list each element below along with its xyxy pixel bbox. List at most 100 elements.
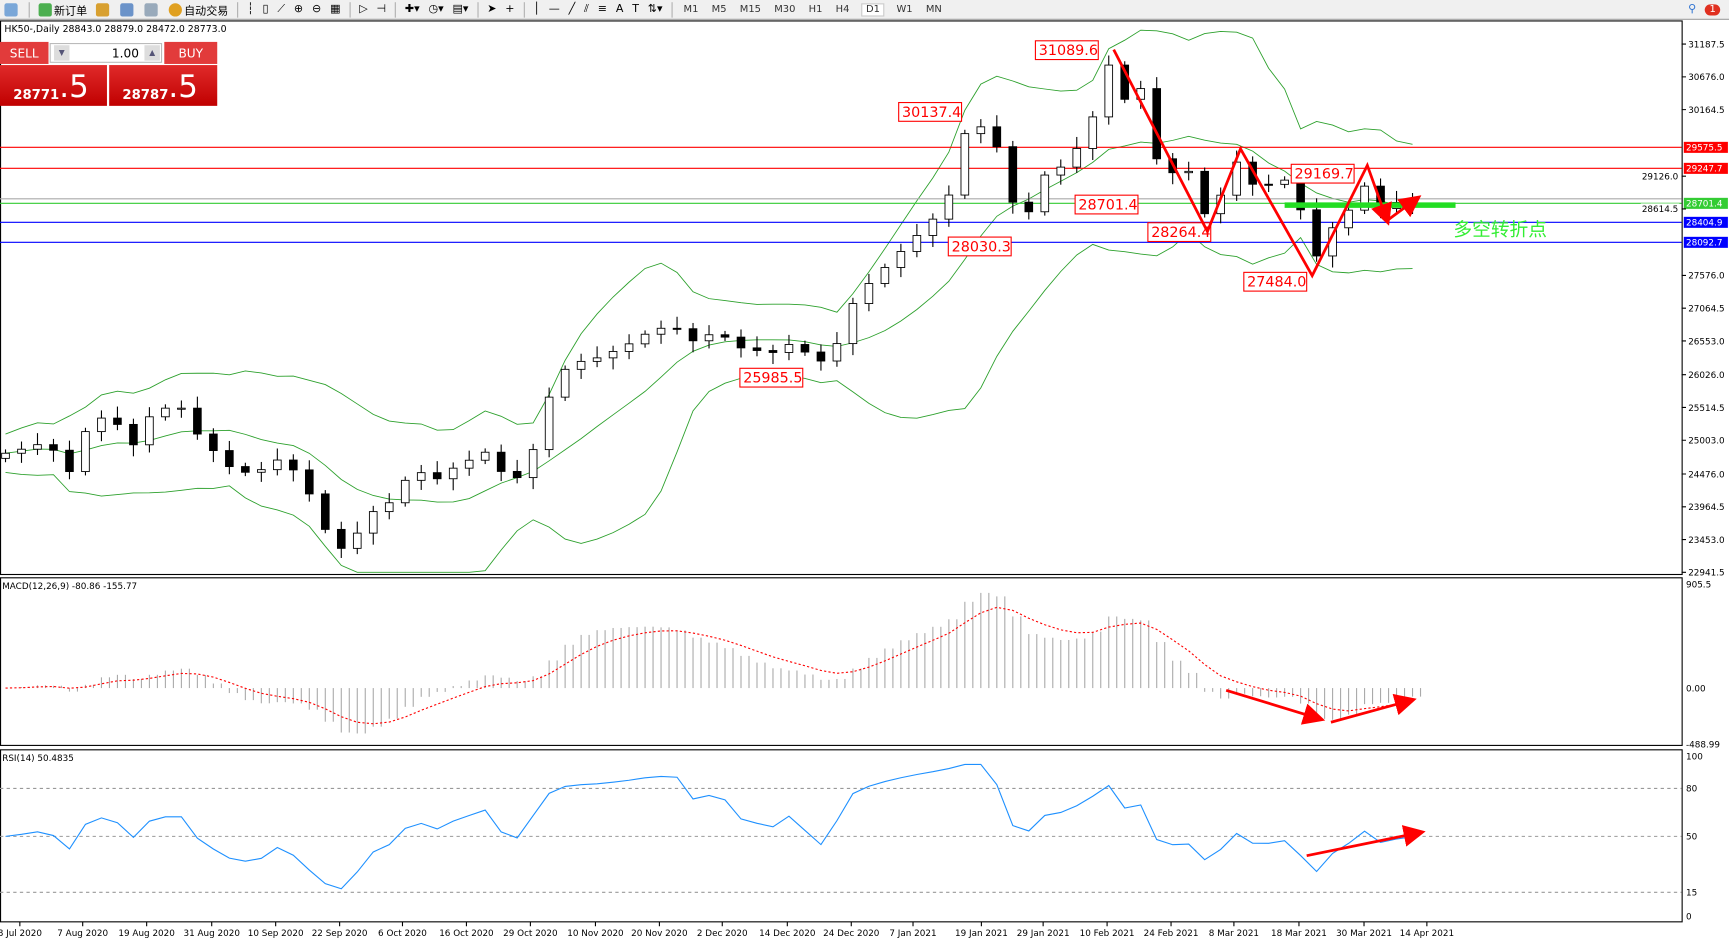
- autoscroll-button[interactable]: ▷: [359, 3, 368, 16]
- text-label-button[interactable]: T: [632, 3, 639, 16]
- tile-windows-button[interactable]: ▦: [330, 3, 341, 16]
- lot-size-input[interactable]: 1.00: [49, 43, 163, 63]
- timeframe-h1[interactable]: H1: [808, 3, 823, 15]
- price-line-label: 28404.9: [1686, 219, 1722, 229]
- buy-button[interactable]: BUY: [164, 41, 218, 64]
- candle: [752, 347, 762, 351]
- search-button[interactable]: ⚲: [1688, 3, 1697, 16]
- candle: [1008, 146, 1018, 203]
- candle: [257, 469, 266, 473]
- price-line-label: 29575.5: [1686, 144, 1722, 154]
- x-tick-label: 31 Aug 2020: [183, 929, 240, 939]
- cursor-button[interactable]: ➤: [487, 3, 497, 16]
- sell-button[interactable]: SELL: [0, 41, 49, 64]
- x-tick-label: 22 Sep 2020: [312, 929, 368, 939]
- macd-arrow-up: [1330, 693, 1417, 724]
- bollinger-upper: [5, 29, 1413, 435]
- arrows-button[interactable]: ⇅▾: [647, 3, 663, 16]
- text-button[interactable]: A: [615, 3, 624, 16]
- zoom-out-button[interactable]: ⊖: [311, 3, 322, 16]
- new-order-button[interactable]: 新订单: [38, 1, 87, 18]
- chart-shift-button[interactable]: ⊣: [376, 3, 387, 16]
- x-tick-label: 19 Aug 2020: [118, 929, 175, 939]
- horizontal-line-button[interactable]: —: [548, 3, 560, 16]
- price-annotation-box: [1034, 40, 1099, 61]
- y-tick-label: 30676.0: [1688, 73, 1725, 83]
- x-tick-label: 7 Jan 2021: [889, 929, 936, 939]
- price-annotation: 29169.7: [1295, 167, 1354, 183]
- sell-price-frac: .5: [59, 68, 89, 105]
- buy-price-button[interactable]: 28787.5: [109, 65, 218, 106]
- timeframe-w1[interactable]: W1: [896, 3, 913, 15]
- y-tick-label: 31187.5: [1688, 40, 1724, 50]
- price-line-label: 29247.7: [1686, 165, 1722, 175]
- candle: [273, 459, 282, 471]
- timeframe-mn[interactable]: MN: [925, 3, 942, 15]
- x-tick-label: 2 Dec 2020: [697, 929, 748, 939]
- notifications-button[interactable]: 1: [1705, 1, 1721, 18]
- toolbar-separator: [349, 1, 351, 18]
- timeframe-bar: M1 M5 M15 M30 H1 H4 D1 W1 MN: [677, 2, 949, 16]
- rsi-label: RSI(14) 50.4835: [2, 754, 74, 764]
- candle: [177, 407, 186, 410]
- toolbar-separator: [477, 1, 479, 18]
- x-tick-label: 16 Oct 2020: [439, 929, 494, 939]
- timeframe-h4[interactable]: H4: [835, 3, 850, 15]
- chart-canvas[interactable]: 8 Jul 2020 7 Aug 2020 19 Aug 2020 31 Aug 20…: [0, 20, 1729, 945]
- timeframe-m5[interactable]: M5: [711, 3, 727, 15]
- price-annotation: 27484.0: [1247, 275, 1306, 291]
- rsi-arrow: [1306, 825, 1426, 858]
- macd-signal-line: [5, 606, 1413, 725]
- toolbar: 新订单 自动交易 ┆ ▯ ⟋ ⊕ ⊖ ▦ ▷ ⊣ ✚▾ ◷▾ ▤▾ ➤ + │ …: [0, 0, 1729, 20]
- candle: [944, 194, 954, 220]
- candle: [1040, 174, 1050, 213]
- x-tick-label: 14 Apr 2021: [1400, 929, 1455, 939]
- candle: [576, 360, 586, 370]
- timeframe-m1[interactable]: M1: [683, 3, 699, 15]
- one-click-trading-panel: SELL 1.00 ▼ ▲ BUY 28771.5 28787.5: [0, 41, 218, 106]
- templates-button[interactable]: ▤▾: [452, 3, 469, 16]
- candle: [1200, 170, 1209, 215]
- auto-trading-button[interactable]: 自动交易: [168, 1, 228, 18]
- fibonacci-button[interactable]: ≡: [597, 3, 608, 16]
- price-annotation-box: [1290, 163, 1355, 184]
- channel-button[interactable]: ⫽: [584, 3, 589, 16]
- toolbar-separator: [28, 1, 30, 18]
- indicators-button[interactable]: ✚▾: [404, 3, 420, 16]
- candle: [512, 470, 522, 479]
- candle-chart-button[interactable]: ▯: [262, 3, 269, 16]
- candle: [1088, 116, 1098, 149]
- navigator-button[interactable]: [95, 1, 111, 18]
- timeframe-m30[interactable]: M30: [774, 3, 796, 15]
- timeframe-m15[interactable]: M15: [739, 3, 761, 15]
- sell-price-button[interactable]: 28771.5: [0, 65, 107, 106]
- x-tick-label: 8 Jul 2020: [0, 929, 42, 939]
- crosshair-button[interactable]: +: [505, 3, 515, 16]
- candle: [1, 452, 10, 459]
- trendline-button[interactable]: ╱: [568, 3, 576, 16]
- zoom-in-button[interactable]: ⊕: [293, 3, 304, 16]
- candle: [241, 466, 250, 473]
- x-tick-label: 30 Mar 2021: [1336, 929, 1392, 939]
- candle: [816, 351, 826, 362]
- candle: [1264, 183, 1273, 186]
- lot-decrease-button[interactable]: ▼: [54, 45, 70, 61]
- candle: [784, 344, 794, 353]
- lot-increase-button[interactable]: ▲: [144, 45, 160, 61]
- terminal-button[interactable]: [120, 1, 135, 18]
- buy-price-main: 28787: [122, 87, 169, 103]
- price-annotation-box: [947, 236, 1012, 257]
- signals-button[interactable]: [144, 1, 159, 18]
- line-chart-button[interactable]: ⟋: [277, 3, 286, 16]
- candle: [992, 126, 1002, 148]
- vertical-line-button[interactable]: │: [533, 3, 540, 16]
- x-tick-label: 24 Feb 2021: [1144, 929, 1199, 939]
- x-tick-label: 20 Nov 2020: [631, 929, 688, 939]
- bar-chart-button[interactable]: ┆: [247, 3, 254, 16]
- timeframe-d1[interactable]: D1: [861, 2, 885, 16]
- candle: [97, 417, 106, 433]
- candle: [960, 133, 970, 196]
- zoom-tool-button[interactable]: [4, 1, 19, 18]
- candle: [209, 433, 218, 451]
- periods-button[interactable]: ◷▾: [428, 3, 444, 16]
